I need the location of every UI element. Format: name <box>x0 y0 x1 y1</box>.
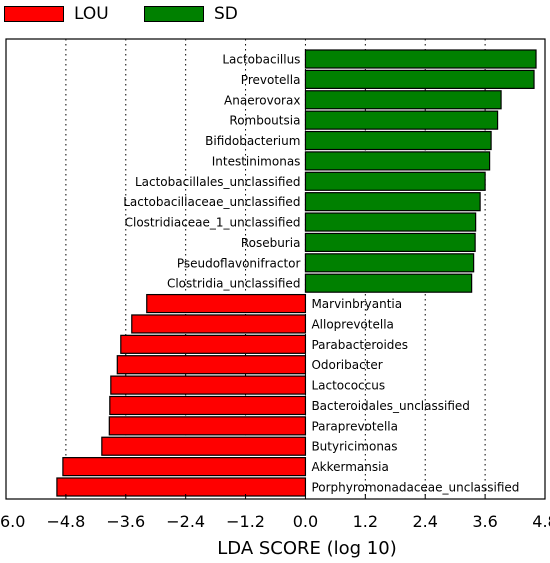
bar-label: Alloprevotella <box>311 317 393 331</box>
bar-porphyromonadaceae-unclassified <box>56 477 307 497</box>
bar-label: Roseburia <box>241 236 301 250</box>
bar-marvinbryantia <box>146 293 307 314</box>
bar-parabacteroides <box>120 334 307 354</box>
bar-label: Butyricimonas <box>311 440 397 454</box>
bar-roseburia <box>304 232 476 253</box>
bar-lactobacillus <box>304 49 537 69</box>
x-tick-label: 3.6 <box>472 512 497 531</box>
bar-lactobacillaceae-unclassified <box>304 192 481 212</box>
bar-label: Clostridiaceae_1_unclassified <box>125 216 301 230</box>
legend-item-sd: SD <box>144 4 238 24</box>
legend-swatch-lou <box>4 6 64 22</box>
bar-label: Bifidobacterium <box>205 134 300 148</box>
bar-lactococcus <box>110 375 307 395</box>
bar-akkermansia <box>62 457 307 477</box>
bar-label: Lactobacillus <box>222 53 300 67</box>
bar-intestinimonas <box>304 151 491 171</box>
x-tick-label: 2.4 <box>412 512 437 531</box>
bar-pseudoflavonifractor <box>304 253 475 273</box>
bar-label: Akkermansia <box>311 460 388 474</box>
bar-label: Pseudoflavonifractor <box>177 256 301 270</box>
x-tick-label: −4.8 <box>46 512 85 531</box>
legend-label-sd: SD <box>214 4 238 24</box>
bar-odoribacter <box>116 355 307 375</box>
bar-label: Lactococcus <box>311 379 385 393</box>
bars-group <box>56 49 537 497</box>
bar-clostridiaceae-1-unclassified <box>304 212 477 232</box>
plot-frame <box>5 38 546 500</box>
bar-bifidobacterium <box>304 130 492 151</box>
legend-swatch-sd <box>144 6 204 22</box>
bar-label: Bacteroidales_unclassified <box>311 399 469 413</box>
bar-butyricimonas <box>101 436 307 456</box>
bar-lactobacillales-unclassified <box>304 171 486 191</box>
x-tick-label: 0.0 <box>293 512 318 531</box>
legend-label-lou: LOU <box>74 4 109 24</box>
bar-prevotella <box>304 69 535 89</box>
x-tick-label: 1.2 <box>353 512 378 531</box>
bar-label: Odoribacter <box>311 358 382 372</box>
bar-label: Intestinimonas <box>212 154 301 168</box>
bar-label: Parabacteroides <box>311 338 408 352</box>
x-tick-label: −1.2 <box>226 512 265 531</box>
bar-label: Paraprevotella <box>311 419 398 433</box>
bar-label: Clostridia_unclassified <box>167 277 300 291</box>
x-ticks-group: −6.0 −4.8 −3.6 −2.4 −1.2 0.0 1.2 2.4 3.6 4.8 <box>0 494 550 531</box>
x-tick-label: −2.4 <box>166 512 205 531</box>
bar-label: Porphyromonadaceae_unclassified <box>311 481 519 495</box>
bar-label: Lactobacillaceae_unclassified <box>123 195 300 209</box>
bar-label: Anaerovorax <box>224 93 300 107</box>
bar-labels-group: Lactobacillus Prevotella Anaerovorax Rombou… <box>123 53 519 495</box>
x-tick-label: 4.8 <box>532 512 550 531</box>
bar-label: Marvinbryantia <box>311 297 402 311</box>
legend-item-lou: LOU <box>4 4 109 24</box>
bar-anaerovorax <box>304 90 502 110</box>
x-axis-label: LDA SCORE (log 10) <box>217 538 396 559</box>
bar-paraprevotella <box>108 416 307 436</box>
bar-clostridia-unclassified <box>304 273 473 293</box>
bar-label: Prevotella <box>241 73 301 87</box>
bar-bacteroidales-unclassified <box>109 395 307 416</box>
bar-alloprevotella <box>131 314 307 334</box>
bar-label: Lactobacillales_unclassified <box>135 175 300 189</box>
bar-label: Romboutsia <box>229 114 300 128</box>
x-tick-label: −6.0 <box>0 512 25 531</box>
x-tick-label: −3.6 <box>106 512 145 531</box>
bar-romboutsia <box>304 110 499 130</box>
